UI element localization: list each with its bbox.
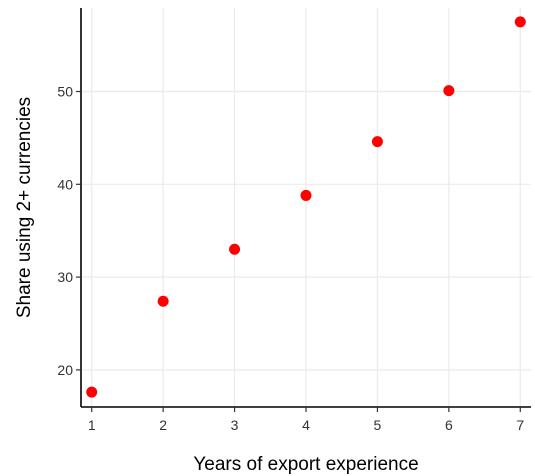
x-tick-label: 6 bbox=[445, 417, 453, 433]
data-points bbox=[86, 16, 526, 398]
y-axis-title: Share using 2+ currencies bbox=[14, 97, 35, 318]
data-point bbox=[229, 243, 241, 255]
data-point bbox=[371, 136, 383, 148]
x-tick-label: 5 bbox=[374, 417, 382, 433]
y-tick-label: 20 bbox=[57, 362, 73, 378]
x-tick-label: 4 bbox=[302, 417, 310, 433]
y-tick-label: 40 bbox=[57, 176, 73, 192]
data-point bbox=[300, 189, 312, 201]
grid bbox=[81, 8, 531, 407]
data-point bbox=[86, 386, 98, 398]
axes bbox=[76, 8, 531, 412]
y-tick-label: 30 bbox=[57, 269, 73, 285]
x-tick-label: 3 bbox=[231, 417, 239, 433]
x-tick-label: 2 bbox=[159, 417, 167, 433]
data-point bbox=[157, 295, 169, 307]
x-tick-label: 1 bbox=[88, 417, 96, 433]
data-point bbox=[443, 85, 455, 97]
y-tick-label: 50 bbox=[57, 84, 73, 100]
data-point bbox=[514, 16, 526, 28]
x-axis-title: Years of export experience bbox=[193, 454, 418, 475]
tick-labels: 1 2 3 4 5 6 7 20 30 40 50 bbox=[57, 84, 524, 433]
x-tick-label: 7 bbox=[516, 417, 524, 433]
